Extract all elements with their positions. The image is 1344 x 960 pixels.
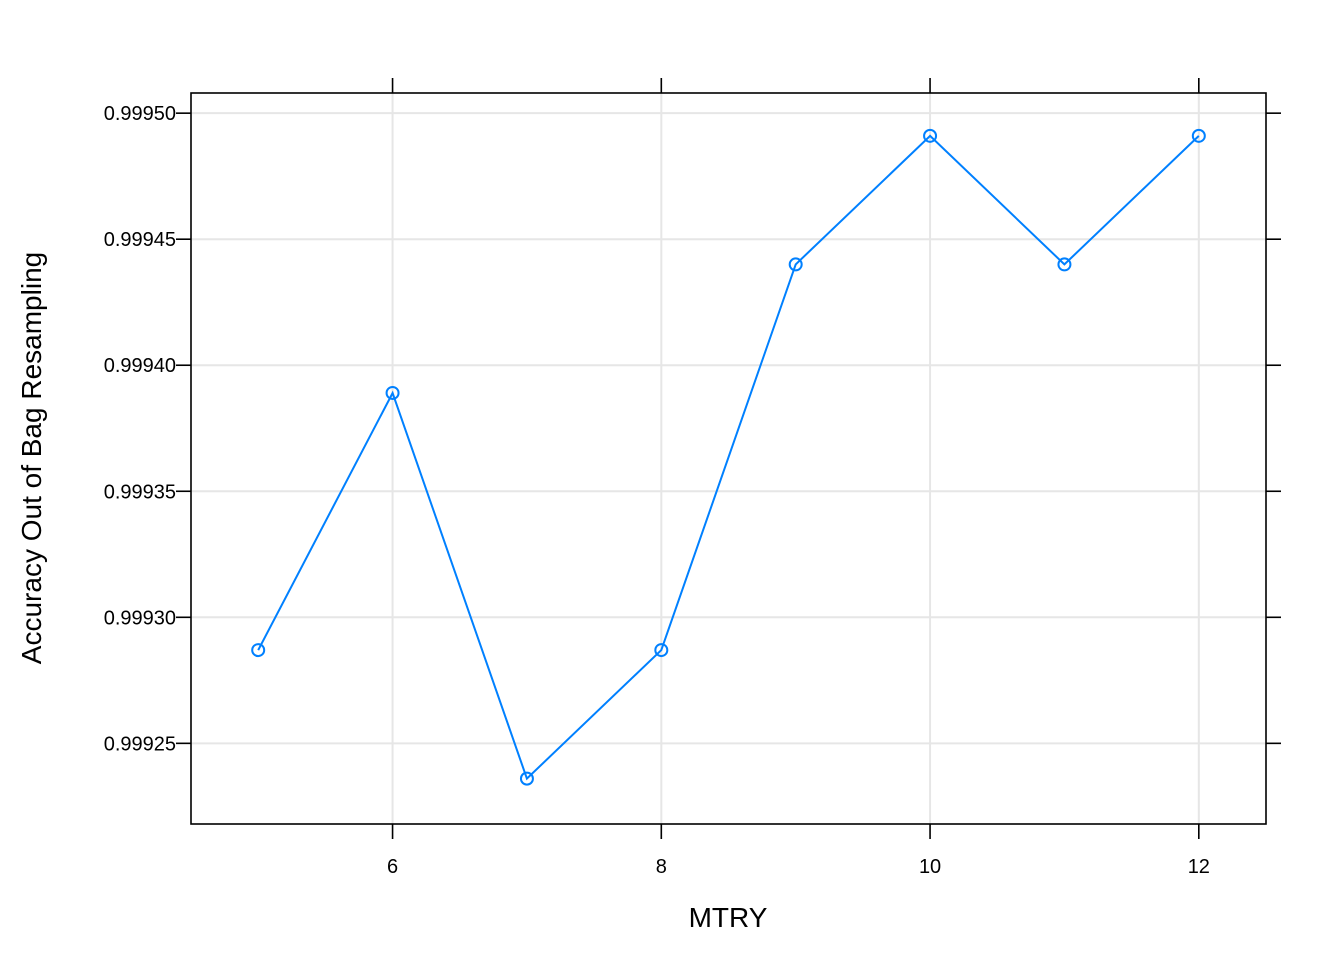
data-point — [654, 643, 669, 658]
gridlines — [191, 93, 1266, 824]
y-tick-label: 0.99925 — [104, 733, 176, 755]
data-point — [385, 385, 400, 400]
x-axis-title: MTRY — [689, 902, 768, 933]
x-tick-label: 12 — [1188, 856, 1210, 878]
data-point — [1191, 128, 1206, 143]
data-series — [251, 128, 1206, 786]
y-tick-label: 0.99945 — [104, 229, 176, 251]
y-tick-label: 0.99930 — [104, 607, 176, 629]
data-point — [519, 771, 534, 786]
data-point — [788, 257, 803, 272]
tick-labels: 6 8 10 12 0.99925 0.99930 0.99935 0.99940 0.9994… — [104, 103, 1210, 878]
x-tick-label: 10 — [919, 856, 941, 878]
data-point — [1057, 257, 1072, 272]
y-tick-label: 0.99935 — [104, 481, 176, 503]
data-point — [251, 643, 266, 658]
series-line — [257, 134, 1200, 781]
x-tick-label: 8 — [656, 856, 667, 878]
y-axis-title: Accuracy Out of Bag Resampling — [16, 252, 47, 664]
plot-frame — [190, 92, 1267, 825]
y-tick-label: 0.99940 — [104, 355, 176, 377]
data-point — [923, 128, 938, 143]
y-tick-label: 0.99950 — [104, 103, 176, 125]
axis-ticks — [176, 78, 1281, 839]
x-tick-label: 6 — [387, 856, 398, 878]
